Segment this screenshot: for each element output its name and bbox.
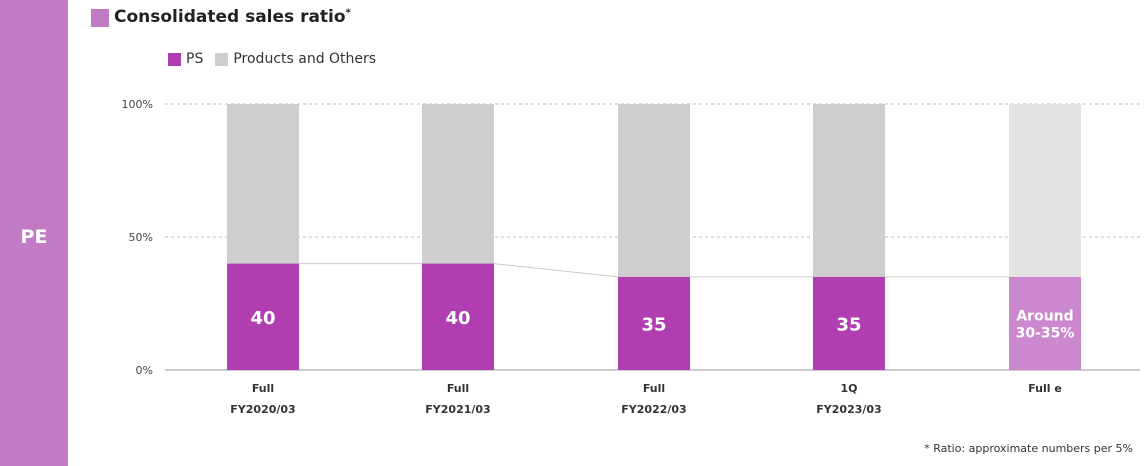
legend-label-products-others: Products and Others [233,51,377,67]
data-label: 35 [836,314,861,335]
data-label: 30-35% [1016,325,1075,341]
legend-swatch-products-others [215,52,229,66]
bar-ps [227,263,299,370]
data-label: Around [1016,308,1073,324]
title-footnote-mark: * [345,7,351,19]
footnote: * Ratio: approximate numbers per 5% [924,442,1133,455]
chart-title-text: Consolidated sales ratio [114,7,346,27]
legend-swatch-ps [168,52,181,66]
bar-products-others [813,104,885,277]
x-tick-label: 1Q [840,382,857,395]
x-tick-label: Full [252,382,274,395]
legend-label-ps: PS [186,51,204,67]
x-tick-label: FY2023/03 [816,403,881,416]
title-marker [91,9,109,27]
bar-ps [422,263,494,370]
chart-title: Consolidated sales ratio* [114,7,351,27]
y-tick-label: 100% [122,98,153,111]
bar-products-others [618,104,690,277]
legend: PS Products and Others [168,51,388,67]
section-band [0,0,68,466]
bar-ps [618,276,690,370]
bar-products-others [1009,104,1081,277]
bar-products-others [227,104,299,264]
bar-ps [813,276,885,370]
connector-line [493,263,619,278]
data-label: 40 [445,308,470,329]
x-tick-label: FY2020/03 [230,403,295,416]
bar-ps [1009,276,1081,370]
x-tick-label: FY2021/03 [425,403,490,416]
x-tick-label: Full e [1028,382,1062,395]
y-tick-label: 50% [129,231,153,244]
data-label: 35 [641,314,666,335]
y-tick-label: 0% [136,364,153,377]
data-label: 40 [250,308,275,329]
bar-products-others [422,104,494,264]
section-label: PE [20,226,48,248]
legend-item-products-others: Products and Others [215,51,376,67]
x-tick-label: Full [447,382,469,395]
x-tick-label: FY2022/03 [621,403,686,416]
legend-item-ps: PS [168,51,203,67]
x-tick-label: Full [643,382,665,395]
